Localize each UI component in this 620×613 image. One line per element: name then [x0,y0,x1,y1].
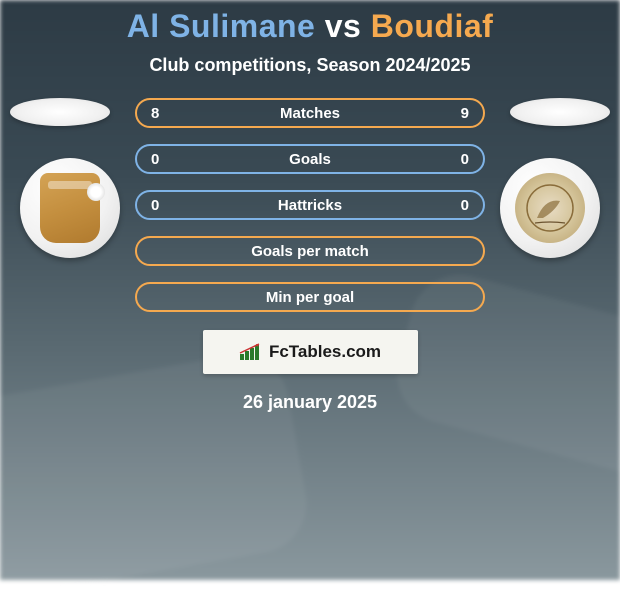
date-text: 26 january 2025 [243,392,377,413]
stat-row-min-per-goal: Min per goal [135,282,485,312]
vs-text: vs [315,8,370,44]
subtitle: Club competitions, Season 2024/2025 [149,55,470,76]
player1-avatar-oval [10,98,110,126]
club2-badge-circle [500,158,600,258]
stat-label: Hattricks [137,197,483,214]
stat-row-hattricks: 0 Hattricks 0 [135,190,485,220]
stat-row-goals: 0 Goals 0 [135,144,485,174]
stats-container: 8 Matches 9 0 Goals 0 0 Hattricks 0 Goal… [0,98,620,312]
stat-label: Goals per match [137,243,483,260]
stat-row-goals-per-match: Goals per match [135,236,485,266]
bar-chart-icon [239,343,265,361]
player1-name: Al Sulimane [127,8,316,44]
page-title: Al Sulimane vs Boudiaf [127,8,494,45]
watermark-badge: FcTables.com [203,330,418,374]
stat-label: Matches [137,105,483,122]
watermark-text: FcTables.com [269,342,381,362]
club2-crest-icon [515,173,585,243]
player2-name: Boudiaf [371,8,494,44]
stat-label: Goals [137,151,483,168]
club1-crest-icon [40,173,100,243]
stat-label: Min per goal [137,289,483,306]
club1-badge-circle [20,158,120,258]
stat-row-matches: 8 Matches 9 [135,98,485,128]
player2-avatar-oval [510,98,610,126]
content-wrapper: Al Sulimane vs Boudiaf Club competitions… [0,0,620,580]
